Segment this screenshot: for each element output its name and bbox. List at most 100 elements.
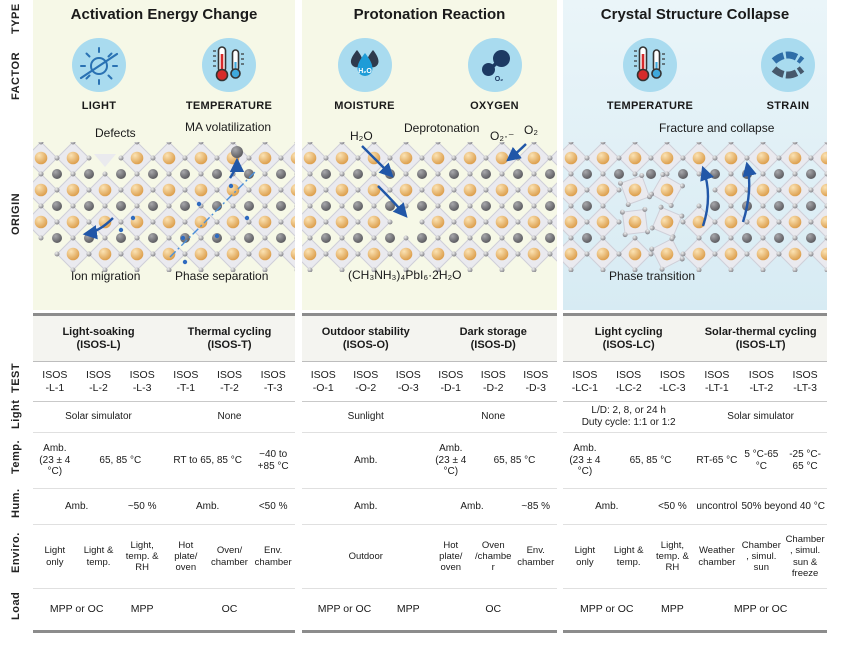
- table-column-header: ISOS -L-2: [76, 362, 121, 402]
- table-cell-temp: Amb. (23 ± 4 °C): [429, 432, 472, 488]
- table-cell-temp: Amb.: [302, 432, 430, 488]
- table-cell-env: Light & temp.: [76, 524, 121, 588]
- annotation-deprotonation: Deprotonation: [404, 121, 480, 135]
- annotation-superoxide: O₂·⁻: [490, 129, 515, 143]
- table-cell-light: None: [217, 411, 242, 423]
- table-column-header: ISOS -T-1: [164, 362, 208, 402]
- factor-temperature: TEMPERATURE: [181, 38, 277, 112]
- table-column-header: ISOS -LC-1: [563, 362, 607, 402]
- table-cell-hum: Amb.: [33, 488, 121, 524]
- factor-label: TEMPERATURE: [606, 100, 694, 112]
- table-cell-load: MPP or OC: [694, 588, 827, 630]
- panel-protonation-reaction: Protonation Reaction H₂O MOISTURE: [302, 0, 557, 310]
- annotation-ion-migration: Ion migration: [71, 269, 141, 283]
- factor-row: H₂O MOISTURE O₂ OXYGEN: [302, 38, 557, 112]
- annotation-o2: O₂: [524, 123, 538, 137]
- molecule-label: H₂O: [358, 68, 372, 75]
- table-cell-temp: 65, 85 °C: [606, 432, 695, 488]
- table-cell-hum: uncontrol: [694, 488, 740, 524]
- table-column-header: ISOS -O-3: [387, 362, 430, 402]
- table-column-header: ISOS -LC-2: [606, 362, 651, 402]
- table-column-header: ISOS -LT-2: [739, 362, 784, 402]
- table-cell-env: Light & temp.: [606, 524, 651, 588]
- table-cell-env: Light, temp. & RH: [120, 524, 164, 588]
- crystal-lattice-illustration: [563, 142, 827, 272]
- table-cell-hum: ~50 %: [120, 488, 164, 524]
- row-label-light: Light: [10, 399, 22, 429]
- row-label-factor: FACTOR: [10, 51, 22, 101]
- table-cell-light: None: [481, 411, 506, 423]
- table-column-header: ISOS -T-3: [251, 362, 295, 402]
- table-column-header: ISOS -LT-1: [694, 362, 740, 402]
- table-column-header: ISOS -L-3: [120, 362, 164, 402]
- factor-light: LIGHT: [51, 38, 147, 112]
- table-cell-load: MPP: [650, 588, 695, 630]
- table-group-header: Thermal cycling (ISOS-T): [164, 316, 295, 362]
- factor-moisture: H₂O MOISTURE: [317, 38, 413, 112]
- table-cell-env: Light, temp. & RH: [650, 524, 695, 588]
- row-label-test: TEST: [10, 362, 22, 394]
- table-cell-load: MPP or OC: [563, 588, 651, 630]
- thermometer-icon: [623, 38, 677, 92]
- annotation-fracture-and-collapse: Fracture and collapse: [659, 121, 775, 135]
- annotation-phase-transition: Phase transition: [609, 269, 696, 283]
- table-cell-env: Chamber, simul. sun: [739, 524, 784, 588]
- table-cell-hum: ~85 %: [514, 488, 557, 524]
- sun-icon: [72, 38, 126, 92]
- row-label-hum: Hum.: [10, 488, 22, 518]
- table-group-header: Light cycling (ISOS-LC): [563, 316, 695, 362]
- strain-icon: [761, 38, 815, 92]
- table-cell-light: Solar simulator: [727, 411, 794, 423]
- table-cell-temp: 65, 85 °C: [76, 432, 164, 488]
- factor-label: OXYGEN: [470, 100, 519, 112]
- table-cell-env: Light only: [563, 524, 607, 588]
- factor-label: LIGHT: [81, 100, 117, 112]
- table-cell-env: Env. chamber: [251, 524, 295, 588]
- table-column-header: ISOS -LT-3: [783, 362, 827, 402]
- table-column-header: ISOS -L-1: [33, 362, 77, 402]
- table-cell-env: Hot plate/ oven: [429, 524, 472, 588]
- factor-label: TEMPERATURE: [185, 100, 273, 112]
- table-cell-load: MPP or OC: [302, 588, 387, 630]
- molecule-label: O₂: [494, 76, 503, 83]
- table-cell-hum: <50 %: [650, 488, 695, 524]
- factor-oxygen: O₂ OXYGEN: [447, 38, 543, 112]
- row-label-type: TYPE: [10, 3, 22, 35]
- annotation-phase-separation: Phase separation: [175, 269, 269, 283]
- table-column-header: ISOS -O-2: [344, 362, 387, 402]
- factor-strain: STRAIN: [740, 38, 836, 112]
- factor-row: TEMPERATURE STRAIN: [587, 38, 851, 112]
- row-label-enviro: Enviro.: [10, 532, 22, 574]
- table-cell-load: MPP or OC: [33, 588, 121, 630]
- table-cell-temp: −40 to +85 °C: [251, 432, 295, 488]
- table-cell-temp: RT to 65, 85 °C: [164, 432, 252, 488]
- table-cell-light: Sunlight: [347, 411, 384, 423]
- table-cell-env: Oven /chamber: [472, 524, 515, 588]
- crystal-lattice-illustration: [302, 142, 557, 272]
- table-cell-load: OC: [429, 588, 557, 630]
- annotation-ma-volatilization: MA volatilization: [185, 120, 272, 134]
- table-cell-env: Env. chamber: [514, 524, 557, 588]
- row-label-origin: ORIGIN: [10, 192, 22, 236]
- table-column-header: ISOS -T-2: [207, 362, 252, 402]
- table-group-header: Dark storage (ISOS-D): [429, 316, 557, 362]
- table-column-header: ISOS -D-1: [429, 362, 472, 402]
- table-cell-temp: 5 °C-65 °C: [739, 432, 784, 488]
- table-cell-env: Hot plate/ oven: [164, 524, 208, 588]
- table-cell-load: OC: [164, 588, 295, 630]
- water-drops-icon: H₂O: [337, 38, 392, 92]
- table-cell-env: Oven/ chamber: [207, 524, 252, 588]
- table-cell-temp: -25 °C-65 °C: [783, 432, 827, 488]
- table-column-header: ISOS -D-2: [472, 362, 515, 402]
- table-cell-temp: 65, 85 °C: [472, 432, 557, 488]
- table-group-header: Outdoor stability (ISOS-O): [302, 316, 430, 362]
- panel-title: Protonation Reaction: [353, 6, 506, 23]
- table-cell-hum: <50 %: [251, 488, 295, 524]
- annotation-hydrate-formula: (CH₃NH₃)₄PbI₆·2H₂O: [348, 268, 462, 282]
- table-cell-light: L/D: 2, 8, or 24 h Duty cycle: 1:1 or 1:…: [581, 405, 676, 428]
- isos-table-light-cycling-solar-thermal: Light cycling (ISOS-LC) Solar-thermal cyc…: [563, 313, 827, 633]
- table-cell-temp: Amb. (23 ± 4 °C): [563, 432, 607, 488]
- table-cell-temp: RT-65 °C: [694, 432, 740, 488]
- row-label-temp: Temp.: [10, 439, 22, 475]
